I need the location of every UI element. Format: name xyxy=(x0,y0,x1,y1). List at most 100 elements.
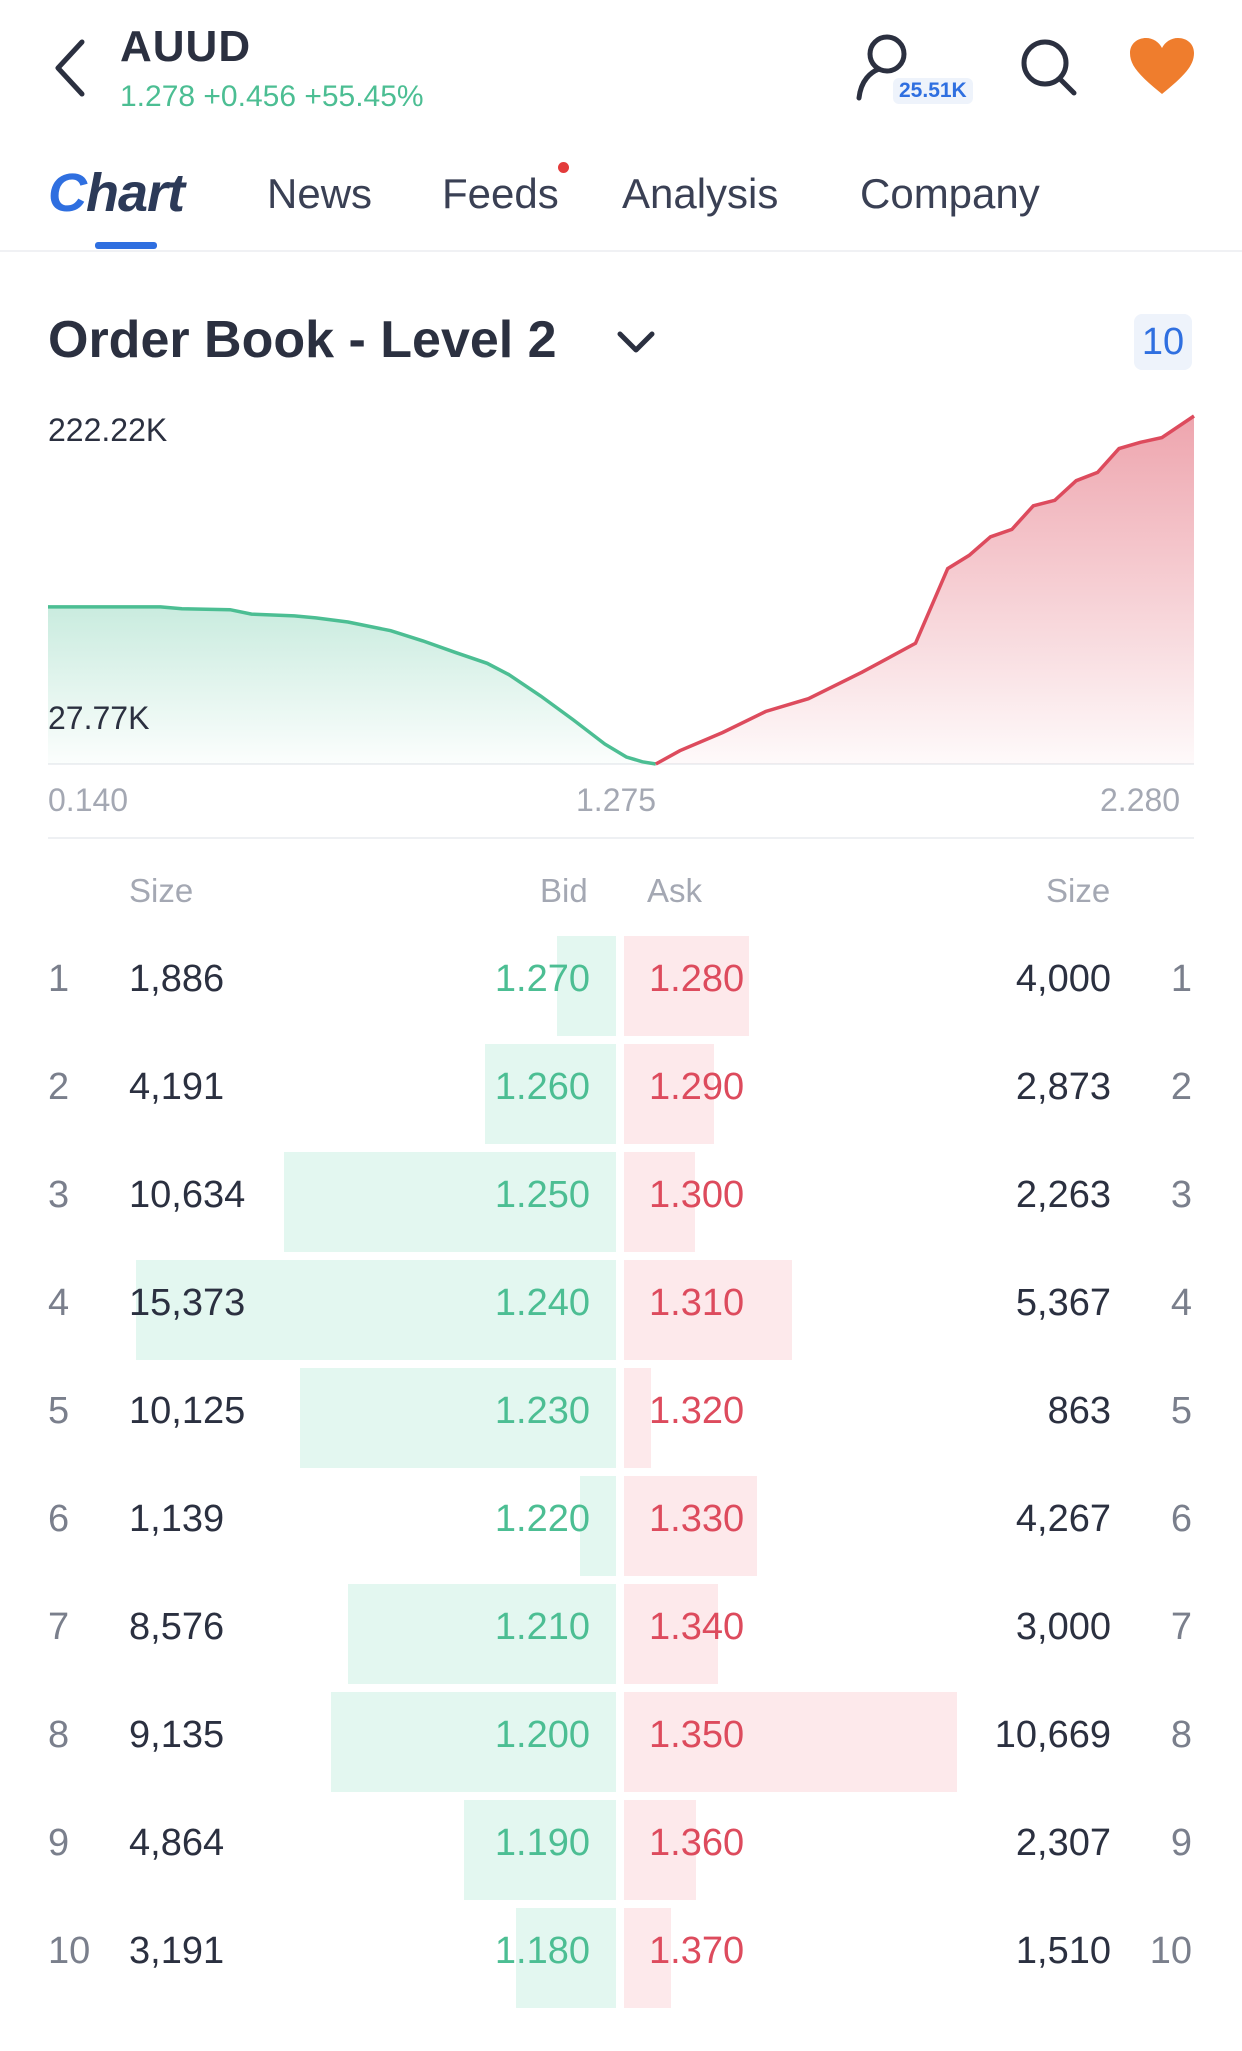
bid-price-cell: 1.240 xyxy=(494,1282,590,1324)
bid-size-cell: 1,139 xyxy=(129,1498,225,1540)
tab-feeds[interactable]: Feeds xyxy=(442,170,559,217)
tab-divider xyxy=(0,250,1242,252)
bid-size-bar xyxy=(557,936,616,1036)
chart-divider xyxy=(48,837,1194,839)
order-book-row[interactable]: 8 9,135 1.200 1.350 10,669 8 xyxy=(0,1684,1242,1792)
bid-size-bar xyxy=(299,1368,616,1468)
order-book-row[interactable]: 4 15,373 1.240 1.310 5,367 4 xyxy=(0,1252,1242,1360)
x-axis-right-label: 2.280 xyxy=(1100,782,1181,818)
ask-price-cell: 1.370 xyxy=(649,1930,745,1972)
bid-level-index: 5 xyxy=(48,1390,70,1432)
bid-size-header: Size xyxy=(129,872,194,909)
ask-size-bar xyxy=(624,1368,651,1468)
tab-analysis[interactable]: Analysis xyxy=(622,170,779,217)
ask-size-bar xyxy=(624,936,749,1036)
bid-size-bar xyxy=(464,1800,616,1900)
tab-company[interactable]: Company xyxy=(860,170,1040,217)
followers-count: 25.51K xyxy=(893,78,973,104)
ask-level-index: 7 xyxy=(1170,1606,1192,1648)
order-book-row[interactable]: 6 1,139 1.220 1.330 4,267 6 xyxy=(0,1468,1242,1576)
bid-price-cell: 1.180 xyxy=(494,1930,590,1972)
bid-level-index: 1 xyxy=(48,958,70,1000)
ask-size-bar xyxy=(624,1476,758,1576)
ask-size-bar xyxy=(624,1152,695,1252)
ask-level-index: 4 xyxy=(1170,1282,1192,1324)
ask-size-cell: 10,669 xyxy=(994,1714,1111,1756)
ask-depth-area xyxy=(655,416,1194,764)
bid-level-index: 6 xyxy=(48,1498,70,1540)
ask-price-cell: 1.310 xyxy=(649,1282,745,1324)
ticker-symbol: AUUD xyxy=(120,22,252,71)
bid-size-cell: 8,576 xyxy=(129,1606,225,1648)
bid-level-index: 3 xyxy=(48,1174,70,1216)
order-book-row[interactable]: 7 8,576 1.210 1.340 3,000 7 xyxy=(0,1576,1242,1684)
chart-tab-accent: C xyxy=(48,163,87,223)
bid-size-cell: 9,135 xyxy=(129,1714,225,1756)
x-axis-left-label: 0.140 xyxy=(48,782,129,818)
ask-size-bar xyxy=(624,1908,672,2008)
ask-size-cell: 2,307 xyxy=(1015,1822,1111,1864)
bid-size-cell: 4,864 xyxy=(129,1822,225,1864)
bid-size-cell: 10,125 xyxy=(129,1390,246,1432)
ask-level-index: 9 xyxy=(1170,1822,1192,1864)
ask-price-cell: 1.350 xyxy=(649,1714,745,1756)
bid-level-index: 4 xyxy=(48,1282,70,1324)
price-quote: 1.278 +0.456 +55.45% xyxy=(120,80,424,113)
ask-size-cell: 1,510 xyxy=(1015,1930,1111,1972)
ask-size-cell: 5,367 xyxy=(1015,1282,1111,1324)
bid-size-cell: 10,634 xyxy=(129,1174,246,1216)
tab-chart[interactable]: Chart xyxy=(48,162,185,224)
search-icon[interactable] xyxy=(1018,36,1078,98)
bid-level-index: 9 xyxy=(48,1822,70,1864)
bid-size-bar xyxy=(348,1584,616,1684)
bid-price-cell: 1.270 xyxy=(494,958,590,1000)
bid-size-bar xyxy=(136,1260,616,1360)
ask-header: Ask xyxy=(647,872,703,909)
depth-chart xyxy=(48,414,1195,766)
bid-price-cell: 1.190 xyxy=(494,1822,590,1864)
ask-size-bar xyxy=(624,1260,792,1360)
x-axis-mid-label: 1.275 xyxy=(576,782,657,818)
ask-price-cell: 1.330 xyxy=(649,1498,745,1540)
notification-dot xyxy=(558,162,569,173)
back-icon[interactable] xyxy=(50,36,90,100)
ask-level-index: 6 xyxy=(1170,1498,1192,1540)
order-book-row[interactable]: 9 4,864 1.190 1.360 2,307 9 xyxy=(0,1792,1242,1900)
ask-price-cell: 1.320 xyxy=(649,1390,745,1432)
user-icon[interactable] xyxy=(855,32,915,102)
ask-price-cell: 1.340 xyxy=(649,1606,745,1648)
tab-news[interactable]: News xyxy=(267,170,373,217)
bid-price-cell: 1.230 xyxy=(494,1390,590,1432)
bid-price-cell: 1.210 xyxy=(494,1606,590,1648)
bid-size-cell: 1,886 xyxy=(129,958,225,1000)
bid-size-bar xyxy=(330,1692,616,1792)
ask-size-cell: 2,873 xyxy=(1015,1066,1111,1108)
chevron-down-icon[interactable] xyxy=(612,324,660,360)
bid-size-bar xyxy=(516,1908,616,2008)
depth-selector[interactable]: 10 xyxy=(1134,314,1192,370)
ask-price-cell: 1.300 xyxy=(649,1174,745,1216)
bid-level-index: 2 xyxy=(48,1066,70,1108)
order-book-row[interactable]: 2 4,191 1.260 1.290 2,873 2 xyxy=(0,1036,1242,1144)
bid-depth-area xyxy=(48,606,656,764)
bid-price-cell: 1.250 xyxy=(494,1174,590,1216)
bid-size-bar xyxy=(485,1044,616,1144)
order-book-row[interactable]: 10 3,191 1.180 1.370 1,510 10 xyxy=(0,1900,1242,2008)
bid-size-bar xyxy=(580,1476,616,1576)
ask-depth-line xyxy=(654,414,1195,766)
order-book-row[interactable]: 1 1,886 1.270 1.280 4,000 1 xyxy=(0,928,1242,1036)
heart-icon[interactable] xyxy=(1128,36,1196,96)
bid-level-index: 10 xyxy=(48,1930,91,1972)
ask-level-index: 1 xyxy=(1170,958,1192,1000)
ask-size-bar xyxy=(624,1044,714,1144)
ask-size-cell: 4,000 xyxy=(1015,958,1111,1000)
order-book-title[interactable]: Order Book - Level 2 xyxy=(48,311,557,369)
order-book-row[interactable]: 5 10,125 1.230 1.320 863 5 xyxy=(0,1360,1242,1468)
order-book-row[interactable]: 3 10,634 1.250 1.300 2,263 3 xyxy=(0,1144,1242,1252)
ask-level-index: 8 xyxy=(1170,1714,1192,1756)
bid-level-index: 8 xyxy=(48,1714,70,1756)
ask-size-cell: 4,267 xyxy=(1015,1498,1111,1540)
bid-size-cell: 3,191 xyxy=(129,1930,225,1972)
bid-price-cell: 1.200 xyxy=(494,1714,590,1756)
ask-level-index: 10 xyxy=(1149,1930,1192,1972)
